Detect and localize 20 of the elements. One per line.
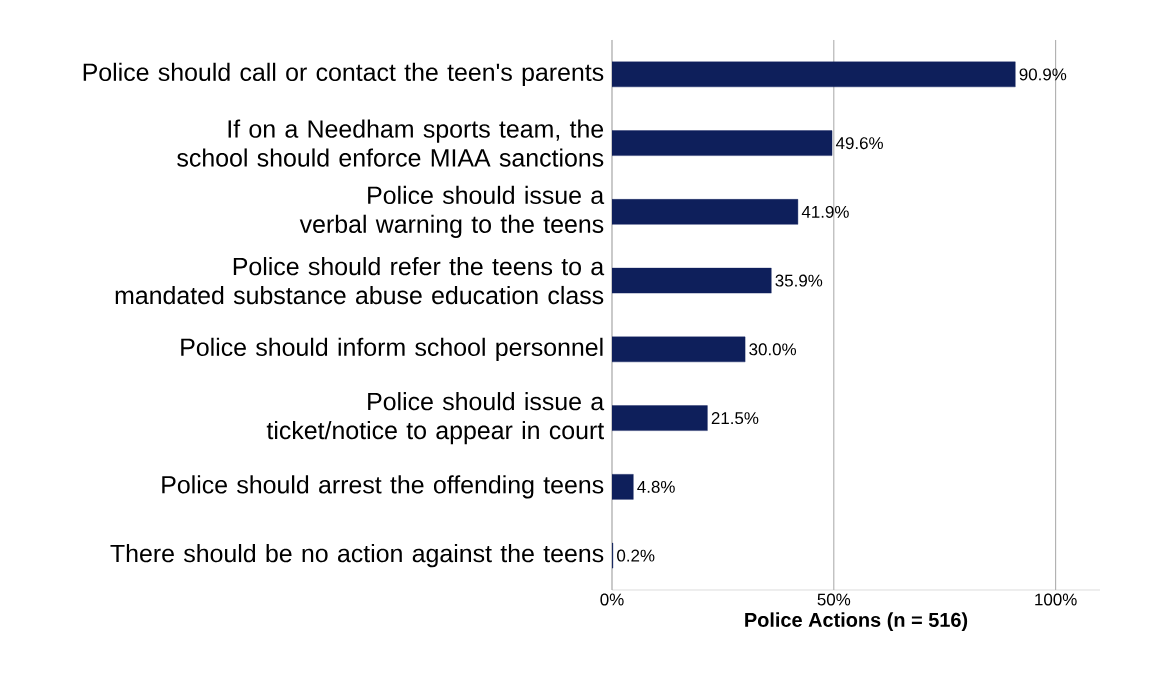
y-tick-label: Police should inform school personnel: [181, 337, 603, 361]
data-label: 0.2%: [617, 549, 655, 562]
y-tick-label: Police should refer the teens to a mandated substance abuse education class: [115, 257, 605, 305]
y-tick-label: If on a Needham sports team, the school should enforce MIAA sanctions: [177, 119, 604, 167]
data-label: 49.6%: [835, 137, 883, 150]
x-tick-label: 0%: [600, 593, 624, 606]
y-tick-label: There should be no action against the teens: [110, 544, 604, 568]
data-label: 4.8%: [637, 480, 675, 493]
y-tick-label: Police should issue a verbal warning to the teens: [299, 185, 605, 238]
x-tick-label: 50%: [817, 593, 851, 606]
data-label: 90.9%: [1019, 68, 1067, 81]
data-label: 41.9%: [801, 205, 849, 218]
data-label: 35.9%: [775, 274, 823, 287]
y-tick-label: Police should arrest the offending teens: [162, 475, 604, 499]
data-label: 30.0%: [749, 343, 797, 356]
y-tick-label: Police should call or contact the teen's parents: [83, 62, 604, 86]
x-axis-title: Police Actions (n = 516): [745, 612, 968, 631]
x-tick-label: 100%: [1035, 593, 1077, 606]
data-label: 21.5%: [711, 412, 759, 425]
y-tick-label: Police should issue a ticket/notice to appear in court: [266, 392, 605, 445]
